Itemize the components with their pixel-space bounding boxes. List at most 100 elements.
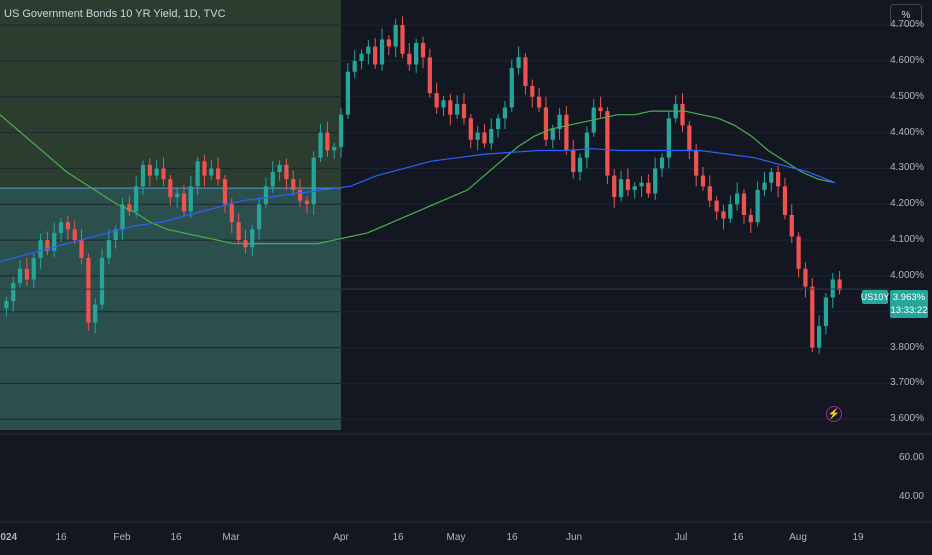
time-tick-label: 19: [852, 532, 864, 543]
time-tick-label: 16: [506, 532, 518, 543]
candle-body: [175, 193, 180, 198]
candle-body: [837, 279, 842, 291]
candle-body: [448, 100, 453, 115]
candle-body: [181, 193, 187, 212]
candle-body: [687, 125, 692, 151]
candle-body: [762, 182, 767, 190]
candle-body: [755, 189, 760, 223]
candle-body: [803, 268, 808, 287]
candle-body: [776, 172, 781, 187]
candle-body: [311, 157, 316, 205]
candle-body: [823, 297, 829, 327]
candle-body: [379, 39, 385, 65]
candle-body: [31, 258, 36, 280]
price-tick-label: 3.600%: [890, 413, 924, 425]
candle-body: [577, 157, 583, 172]
candle-body: [65, 222, 70, 230]
candle-body: [17, 268, 23, 284]
candle-body: [543, 107, 549, 140]
candle-body: [461, 103, 467, 119]
fast-ma-line: [0, 110, 836, 245]
candle-body: [11, 283, 16, 301]
candle-body: [632, 186, 637, 190]
price-tick-label: 4.400%: [890, 126, 924, 138]
time-tick-label: 16: [732, 532, 744, 543]
candle-body: [338, 114, 344, 147]
time-tick-label: 16: [55, 532, 67, 543]
candle-body: [297, 189, 303, 201]
candle-body: [707, 186, 712, 201]
candle-body: [584, 132, 590, 158]
price-tick-label: 3.800%: [890, 341, 924, 353]
price-tick-label: 4.700%: [890, 19, 924, 31]
candle-body: [796, 236, 801, 269]
candle-body: [140, 164, 146, 187]
candle-body: [352, 60, 357, 72]
time-tick-label: 16: [170, 532, 182, 543]
candle-body: [782, 186, 788, 215]
time-tick-label: Mar: [222, 532, 240, 543]
candle-body: [359, 53, 364, 61]
price-tick-label: 4.500%: [890, 90, 924, 102]
price-tick-label: 4.100%: [890, 234, 924, 246]
candle-body: [427, 57, 432, 94]
candle-body: [789, 215, 794, 237]
candle-body: [400, 25, 405, 54]
candle-body: [680, 103, 685, 126]
candle-body: [496, 118, 501, 129]
candle-body: [557, 114, 562, 129]
candle-body: [147, 164, 152, 176]
candle-body: [721, 211, 726, 219]
candle-body: [530, 86, 535, 97]
candle-body: [420, 43, 426, 58]
candle-body: [728, 204, 733, 219]
candle-body: [263, 186, 269, 205]
candle-body: [735, 193, 740, 205]
candle-body: [468, 118, 473, 140]
lightning-bolt-icon[interactable]: ⚡: [826, 406, 842, 422]
candle-body: [4, 301, 9, 309]
candle-body: [441, 100, 446, 108]
candle-body: [277, 164, 282, 172]
candle-body: [509, 68, 514, 108]
candle-body: [598, 107, 603, 112]
price-tick-label: 3.700%: [890, 377, 924, 389]
candle-body: [120, 204, 125, 230]
time-tick-label: 16: [392, 532, 404, 543]
candle-body: [154, 168, 159, 176]
candle-body: [564, 114, 569, 151]
time-tick-label: Jun: [565, 532, 583, 543]
candle-body: [222, 179, 228, 205]
candle-body: [455, 103, 460, 115]
candle-body: [659, 157, 665, 169]
candle-body: [24, 268, 30, 280]
indicator-tick-label: 40.00: [898, 491, 924, 502]
candle-body: [653, 168, 658, 194]
time-tick-label: Apr: [333, 532, 349, 543]
percent-scale-button[interactable]: %: [890, 4, 922, 26]
last-price-label: 3.963% 13:33:22: [890, 290, 928, 318]
price-tick-label: 4.300%: [890, 162, 924, 174]
candle-body: [475, 132, 480, 140]
candle-body: [168, 179, 173, 198]
candle-body: [134, 186, 139, 212]
symbol-title: US Government Bonds 10 YR Yield, 1D, TVC: [4, 8, 226, 20]
candle-body: [748, 215, 753, 223]
candle-body: [291, 179, 296, 190]
candle-body: [284, 164, 289, 180]
time-tick-label: Aug: [789, 532, 807, 543]
candle-body: [250, 229, 255, 248]
candle-body: [45, 240, 50, 251]
candle-body: [86, 258, 91, 323]
candle-body: [216, 168, 221, 180]
candle-body: [229, 204, 234, 223]
ticker-badge: US10Y: [860, 290, 890, 304]
candle-body: [93, 304, 98, 323]
candle-body: [618, 179, 624, 198]
candle-body: [625, 179, 630, 190]
candle-body: [407, 53, 412, 65]
candle-body: [256, 204, 262, 230]
candle-body: [523, 57, 528, 86]
